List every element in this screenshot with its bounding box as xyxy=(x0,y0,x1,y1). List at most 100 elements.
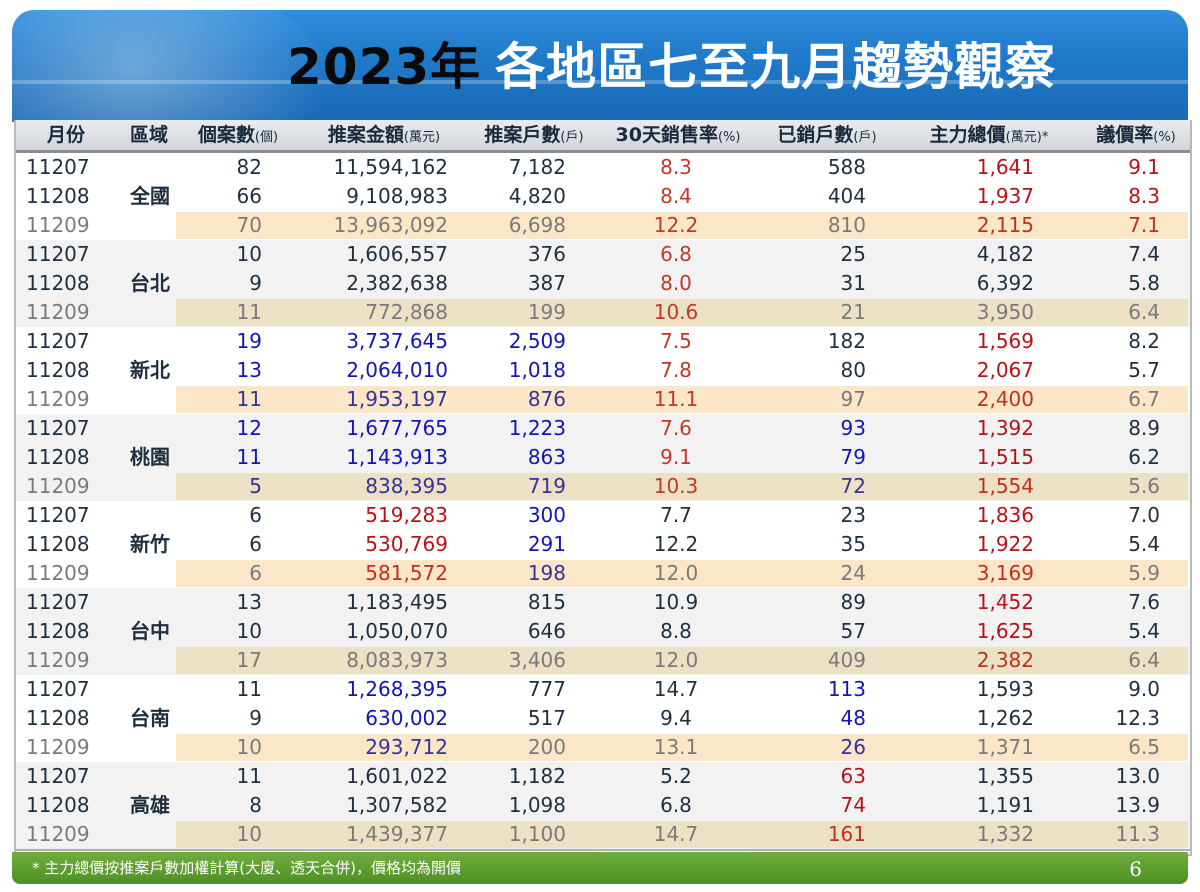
cell-units: 199 xyxy=(527,300,566,324)
cell-units: 1,182 xyxy=(508,764,566,788)
cell-rate: 9.4 xyxy=(660,706,692,730)
cell-rate: 10.9 xyxy=(653,590,699,614)
table-row: 11207 11 1,268,395 777 14.7 113 1,593 9.0 xyxy=(16,675,1190,704)
cell-units: 815 xyxy=(527,590,566,614)
table-row: 11209 5 838,395 719 10.3 72 1,554 5.6 xyxy=(16,472,1190,501)
cell-price: 1,262 xyxy=(976,706,1034,730)
table-header: 月份 區域 個案數(個) 推案金額(萬元) 推案戶數(戶) 30天銷售率(%) 已銷戶數(戶… xyxy=(16,120,1190,153)
footer-bar: * 主力總價按推案戶數加權計算(大廈、透天合併)，價格均為開價 6 xyxy=(12,852,1188,884)
cell-month: 11207 xyxy=(26,242,90,266)
cell-bargain: 12.3 xyxy=(1115,706,1160,730)
table-row: 11209 11 772,868 199 10.6 21 3,950 6.4 xyxy=(16,298,1190,327)
cell-price: 1,554 xyxy=(976,474,1034,498)
column-header: 推案戶數(戶) xyxy=(470,120,598,150)
cell-price: 1,371 xyxy=(976,735,1034,759)
cell-price: 6,392 xyxy=(976,271,1034,295)
column-header: 議價率(%) xyxy=(1082,120,1190,150)
cell-sold: 23 xyxy=(840,503,866,527)
table-row: 11208 6 530,769 291 12.2 35 1,922 5.4 xyxy=(16,530,1190,559)
cell-cases: 11 xyxy=(236,387,262,411)
table-row: 11207 11 1,601,022 1,182 5.2 63 1,355 13.0 xyxy=(16,762,1190,791)
cell-sold: 97 xyxy=(840,387,866,411)
cell-cases: 12 xyxy=(236,416,262,440)
cell-rate: 12.0 xyxy=(653,648,699,672)
column-header-unit: (%) xyxy=(717,130,741,145)
cell-rate: 13.1 xyxy=(653,735,699,759)
cell-month: 11208 xyxy=(26,445,90,469)
cell-bargain: 11.3 xyxy=(1115,822,1160,846)
cell-bargain: 7.4 xyxy=(1128,242,1160,266)
cell-month: 11207 xyxy=(26,677,90,701)
footnote: * 主力總價按推案戶數加權計算(大廈、透天合併)，價格均為開價 xyxy=(32,859,461,877)
cell-price: 2,400 xyxy=(976,387,1034,411)
region-group: 全國 11207 82 11,594,162 7,182 8.3 588 1,641 9.1 11… xyxy=(16,153,1190,242)
cell-month: 11209 xyxy=(26,822,90,846)
cell-price: 3,169 xyxy=(976,561,1034,585)
cell-rate: 12.0 xyxy=(653,561,699,585)
row-highlight-band xyxy=(176,299,1188,326)
cell-rate: 8.8 xyxy=(660,619,692,643)
region-label: 桃園 xyxy=(130,445,170,469)
cell-sold: 57 xyxy=(840,619,866,643)
column-header-label: 個案數 xyxy=(197,124,255,146)
cell-amount: 1,050,070 xyxy=(346,619,448,643)
cell-cases: 19 xyxy=(236,329,262,353)
column-header-unit: (戶) xyxy=(853,130,877,145)
cell-rate: 8.0 xyxy=(660,271,692,295)
cell-month: 11207 xyxy=(26,590,90,614)
table-row: 11209 70 13,963,092 6,698 12.2 810 2,115 7.1 xyxy=(16,211,1190,240)
cell-amount: 530,769 xyxy=(365,532,448,556)
cell-price: 1,625 xyxy=(976,619,1034,643)
column-header: 區域 xyxy=(116,120,182,150)
cell-bargain: 6.4 xyxy=(1128,300,1160,324)
cell-price: 1,836 xyxy=(976,503,1034,527)
cell-bargain: 9.1 xyxy=(1128,155,1160,179)
cell-amount: 11,594,162 xyxy=(333,155,448,179)
cell-amount: 8,083,973 xyxy=(346,648,448,672)
globe-graphic xyxy=(12,10,332,122)
column-header-unit: (%) xyxy=(1153,130,1176,145)
region-group: 桃園 11207 12 1,677,765 1,223 7.6 93 1,392 8.9 1120… xyxy=(16,414,1190,503)
title-text: 各地區七至九月趨勢觀察 xyxy=(495,38,1057,96)
cell-sold: 79 xyxy=(840,445,866,469)
cell-month: 11207 xyxy=(26,416,90,440)
cell-units: 300 xyxy=(527,503,566,527)
cell-cases: 9 xyxy=(249,706,262,730)
cell-units: 777 xyxy=(527,677,566,701)
region-label: 台中 xyxy=(130,619,170,643)
cell-rate: 14.7 xyxy=(653,822,699,846)
trend-table: 月份 區域 個案數(個) 推案金額(萬元) 推案戶數(戶) 30天銷售率(%) 已銷戶數(戶… xyxy=(14,120,1192,856)
column-header-label: 主力總價 xyxy=(929,124,1006,146)
region-group: 高雄 11207 11 1,601,022 1,182 5.2 63 1,355 13.0 112… xyxy=(16,762,1190,851)
page-title: 2023年 各地區七至九月趨勢觀察 xyxy=(287,28,1177,98)
cell-amount: 581,572 xyxy=(365,561,448,585)
cell-amount: 630,002 xyxy=(365,706,448,730)
cell-sold: 35 xyxy=(840,532,866,556)
table-row: 11208 9 2,382,638 387 8.0 31 6,392 5.8 xyxy=(16,269,1190,298)
cell-price: 1,452 xyxy=(976,590,1034,614)
cell-amount: 1,183,495 xyxy=(346,590,448,614)
cell-month: 11207 xyxy=(26,155,90,179)
cell-price: 2,115 xyxy=(976,213,1034,237)
cell-units: 6,698 xyxy=(508,213,566,237)
cell-price: 1,355 xyxy=(976,764,1034,788)
cell-bargain: 6.2 xyxy=(1128,445,1160,469)
cell-cases: 10 xyxy=(236,735,262,759)
cell-bargain: 5.8 xyxy=(1128,271,1160,295)
region-label: 全國 xyxy=(130,184,170,208)
cell-month: 11208 xyxy=(26,532,90,556)
cell-month: 11209 xyxy=(26,561,90,585)
cell-amount: 3,737,645 xyxy=(346,329,448,353)
cell-amount: 1,953,197 xyxy=(346,387,448,411)
cell-amount: 13,963,092 xyxy=(333,213,448,237)
cell-cases: 82 xyxy=(236,155,262,179)
cell-cases: 6 xyxy=(249,561,262,585)
column-header: 月份 xyxy=(16,120,116,150)
cell-rate: 7.8 xyxy=(660,358,692,382)
title-banner: 2023年 各地區七至九月趨勢觀察 xyxy=(12,10,1188,122)
cell-rate: 11.1 xyxy=(653,387,699,411)
table-row: 11208 8 1,307,582 1,098 6.8 74 1,191 13.9 xyxy=(16,791,1190,820)
cell-sold: 31 xyxy=(840,271,866,295)
cell-sold: 48 xyxy=(840,706,866,730)
region-label: 新北 xyxy=(130,358,170,382)
